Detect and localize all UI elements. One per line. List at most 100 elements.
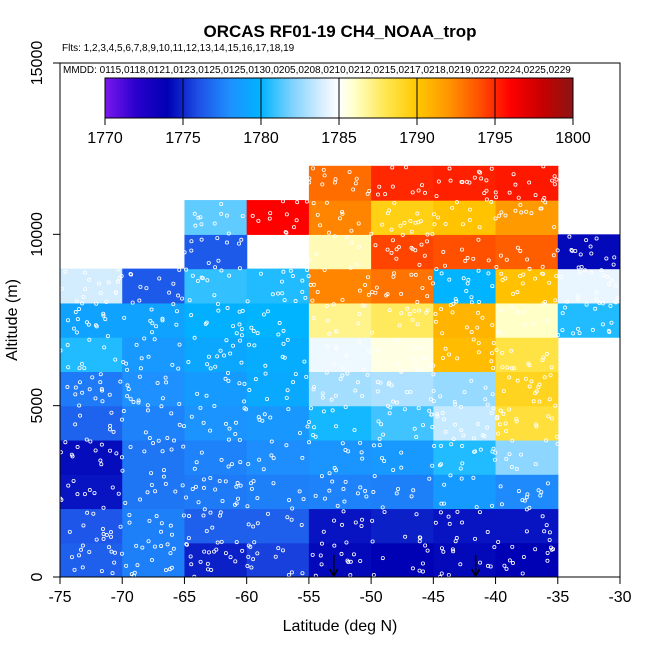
observation-point (208, 366, 213, 371)
observation-point (394, 256, 399, 261)
observation-point (136, 398, 141, 403)
observation-point (504, 566, 509, 571)
observation-point (223, 376, 228, 381)
heatmap-cell (122, 371, 186, 407)
observation-point (380, 222, 385, 227)
observation-point (594, 296, 599, 301)
observation-point (212, 293, 217, 298)
observation-point (420, 285, 425, 290)
observation-point (550, 416, 555, 421)
observation-point (279, 279, 284, 284)
observation-point (440, 331, 445, 336)
observation-point (120, 417, 125, 422)
heatmap-cell (495, 234, 559, 270)
observation-point (525, 257, 530, 262)
observation-point (358, 485, 363, 490)
observation-point (417, 262, 422, 267)
observation-point (208, 476, 213, 481)
observation-point (433, 319, 438, 324)
observation-point (281, 269, 286, 274)
observation-point (233, 432, 238, 437)
observation-point (319, 541, 324, 546)
observation-point (471, 436, 476, 441)
observation-point (154, 514, 159, 519)
observation-point (609, 320, 614, 325)
observation-point (410, 317, 415, 322)
heatmap-cell (495, 474, 559, 510)
observation-point (492, 545, 497, 550)
observation-point (399, 369, 404, 374)
observation-point (478, 447, 483, 452)
observation-point (137, 374, 142, 379)
observation-point (210, 525, 215, 530)
observation-point (292, 225, 297, 230)
observation-point (229, 462, 234, 467)
observation-point (310, 552, 315, 557)
observation-point (545, 550, 550, 555)
observation-point (509, 464, 514, 469)
heatmap-cell (122, 337, 186, 372)
observation-point (123, 500, 128, 505)
observation-point (233, 559, 238, 564)
heatmap-cell (433, 200, 497, 235)
observation-point (510, 438, 515, 443)
observation-point (509, 366, 514, 371)
x-axis: -75 -70 -65 -60 -55 -50 -45 -40 -35 -30 (48, 576, 632, 606)
observation-point (99, 386, 104, 391)
observation-point (101, 532, 106, 537)
observation-point (458, 562, 463, 567)
observation-point (74, 330, 79, 335)
observation-point (334, 329, 339, 334)
observation-point (490, 284, 495, 289)
observation-point (438, 462, 443, 467)
observation-point (145, 490, 150, 495)
observation-point (515, 245, 520, 250)
arrow-markers (329, 555, 481, 578)
observation-point (252, 343, 257, 348)
observation-point (355, 380, 360, 385)
observation-point (251, 479, 256, 484)
observation-point (353, 388, 358, 393)
observation-point (427, 476, 432, 481)
observation-point (544, 351, 549, 356)
observation-point (460, 222, 465, 227)
observation-point (307, 180, 312, 185)
observation-point (495, 414, 500, 419)
observation-point (403, 534, 408, 539)
observation-point (542, 529, 547, 534)
observation-point (511, 172, 516, 177)
observation-point (224, 240, 229, 245)
observation-point (146, 354, 151, 359)
observation-point (507, 375, 512, 380)
observation-point (281, 341, 286, 346)
observation-point (189, 313, 194, 318)
observation-point (226, 370, 231, 375)
observation-point (319, 562, 324, 567)
observation-point (297, 430, 302, 435)
observation-point (554, 177, 559, 182)
observation-point (100, 527, 105, 532)
heatmap-cell (557, 234, 620, 270)
observation-point (109, 410, 114, 415)
observation-point (102, 345, 107, 350)
observation-point (140, 545, 145, 550)
observation-point (459, 428, 464, 433)
observation-point (231, 343, 236, 348)
heatmap-cell (60, 302, 123, 338)
observation-point (217, 478, 222, 483)
observation-point (538, 493, 543, 498)
observation-point (541, 164, 546, 169)
observation-point (270, 292, 275, 297)
observation-point (356, 221, 361, 226)
observation-point (351, 187, 356, 192)
observation-point (350, 240, 355, 245)
observation-point (422, 355, 427, 360)
observation-point (300, 289, 305, 294)
observation-point (430, 232, 435, 237)
observation-point (308, 282, 313, 287)
observation-point (496, 431, 501, 436)
observation-point (282, 355, 287, 360)
observation-point (529, 379, 534, 384)
observation-point (485, 425, 490, 430)
observation-point (348, 559, 353, 564)
